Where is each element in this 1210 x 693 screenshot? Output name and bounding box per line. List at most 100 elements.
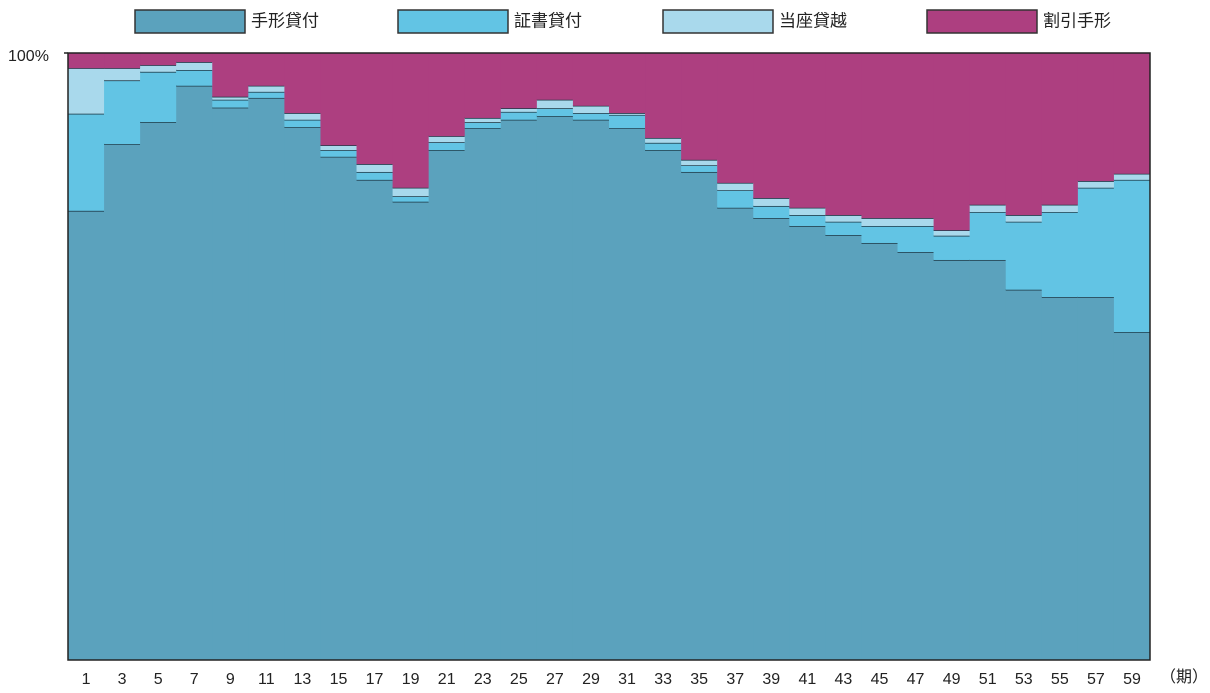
step-segment	[320, 150, 358, 157]
x-tick-label: 13	[294, 671, 312, 688]
y-tick-label: 100%	[8, 48, 49, 65]
step-segment	[356, 179, 394, 660]
step-segment	[933, 53, 971, 231]
step-segment	[140, 65, 177, 72]
step-segment	[861, 225, 899, 243]
x-axis-label: （期）	[1160, 668, 1208, 686]
step-segment	[392, 201, 430, 660]
step-segment	[428, 136, 466, 143]
step-segment	[1005, 53, 1043, 216]
plot-frame	[67, 52, 1151, 661]
step-segment	[356, 171, 394, 180]
x-tick-label: 55	[1051, 671, 1069, 688]
step-segment	[897, 252, 935, 660]
step-segment	[392, 196, 430, 202]
legend-swatch	[134, 9, 246, 34]
step-segment	[212, 53, 249, 97]
step-segment	[717, 53, 754, 183]
step-segment	[969, 204, 1007, 213]
step-segment	[717, 207, 754, 660]
step-segment	[572, 53, 610, 106]
step-segment	[104, 53, 141, 69]
step-segment	[645, 142, 682, 151]
step-segment	[572, 113, 610, 120]
step-segment	[645, 150, 682, 660]
step-segment	[176, 85, 213, 660]
step-segment	[68, 210, 105, 660]
step-segment	[212, 96, 249, 100]
step-segment	[356, 53, 394, 165]
x-tick-label: 23	[474, 671, 492, 688]
step-segment	[789, 53, 826, 208]
step-segment	[1005, 289, 1043, 660]
x-tick-label: 41	[798, 671, 816, 688]
step-segment	[609, 113, 646, 115]
x-tick-label: 3	[118, 671, 127, 688]
step-segment	[104, 80, 141, 145]
step-segment	[176, 69, 213, 86]
step-segment	[681, 165, 718, 172]
step-segment	[536, 53, 574, 100]
x-tick-label: 21	[438, 671, 456, 688]
step-segment	[500, 119, 538, 660]
step-segment	[248, 53, 285, 86]
step-segment	[897, 225, 935, 253]
step-segment	[392, 53, 430, 188]
step-segment	[861, 218, 899, 226]
step-segment	[500, 53, 538, 109]
step-segment	[536, 108, 574, 117]
step-segment	[572, 105, 610, 114]
x-tick-label: 59	[1123, 671, 1141, 688]
step-segment	[609, 114, 646, 129]
x-tick-label: 35	[690, 671, 708, 688]
step-segment	[176, 62, 213, 70]
step-segment	[1005, 221, 1043, 290]
step-segment	[68, 68, 105, 114]
step-segment	[212, 107, 249, 660]
step-segment	[1041, 53, 1079, 205]
x-tick-label: 5	[154, 671, 163, 688]
x-tick-label: 39	[762, 671, 780, 688]
legend-swatch	[397, 9, 509, 34]
step-segment	[428, 150, 466, 660]
x-tick-label: 45	[871, 671, 889, 688]
step-segment	[140, 122, 177, 660]
x-tick-label: 15	[330, 671, 348, 688]
step-segment	[825, 235, 862, 660]
x-tick-label: 7	[190, 671, 199, 688]
x-tick-label: 1	[82, 671, 91, 688]
step-segment	[789, 207, 826, 216]
step-segment	[392, 187, 430, 197]
step-segment	[464, 117, 502, 123]
step-segment	[320, 53, 358, 146]
x-tick-label: 19	[402, 671, 420, 688]
step-segment	[789, 225, 826, 660]
step-segment	[104, 144, 141, 661]
step-segment	[645, 137, 682, 143]
step-segment	[1113, 179, 1151, 333]
step-segment	[536, 116, 574, 661]
step-segment	[140, 71, 177, 123]
x-tick-label: 49	[943, 671, 961, 688]
step-segment	[681, 159, 718, 166]
x-tick-label: 17	[366, 671, 384, 688]
legend-swatch	[926, 9, 1038, 34]
step-segment	[68, 113, 105, 211]
step-segment	[861, 53, 899, 219]
legend-label: 当座貸越	[779, 12, 847, 32]
step-segment	[464, 122, 502, 129]
step-segment	[104, 68, 141, 81]
step-segment	[681, 171, 718, 661]
step-segment	[969, 212, 1007, 260]
legend-label: 証書貸付	[514, 12, 582, 32]
step-segment	[861, 242, 899, 660]
x-tick-label: 27	[546, 671, 564, 688]
step-segment	[464, 128, 502, 660]
step-segment	[825, 53, 862, 216]
x-tick-label: 9	[226, 671, 235, 688]
x-tick-label: 37	[726, 671, 744, 688]
step-segment	[536, 99, 574, 109]
step-segment	[1041, 204, 1079, 213]
step-segment	[500, 111, 538, 120]
